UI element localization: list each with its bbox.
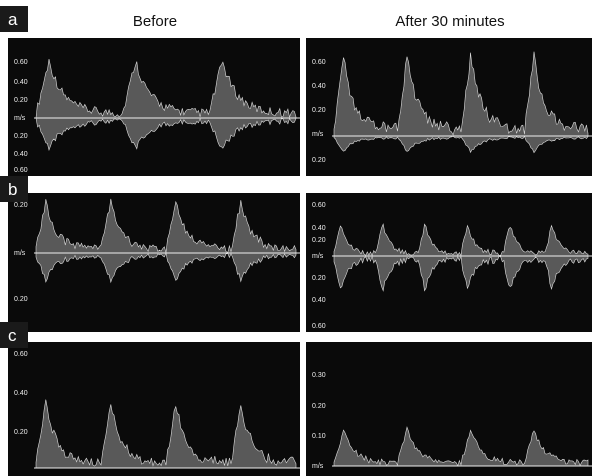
axis-label: 0.60: [14, 59, 28, 66]
panel-label: a: [8, 10, 18, 29]
axis-label: 0.20: [14, 133, 28, 140]
panel-label-box: [0, 322, 28, 348]
axis-label: 0.20: [312, 275, 326, 282]
axis-label: 0.10: [312, 433, 326, 440]
panel-label: b: [8, 180, 17, 199]
doppler-waveform: [333, 426, 589, 467]
axis-label: 0.20: [312, 403, 326, 410]
axis-label: m/s: [14, 250, 26, 257]
column-header: Before: [133, 13, 177, 30]
axis-label: 0.20: [14, 429, 28, 436]
axis-label: 0.40: [14, 390, 28, 397]
axis-label: 0.60: [14, 351, 28, 358]
panel-label: c: [8, 326, 17, 345]
axis-label: 0.20: [312, 107, 326, 114]
axis-label: 0.20: [14, 296, 28, 303]
axis-label: 0.40: [312, 83, 326, 90]
axis-label: m/s: [312, 131, 324, 138]
axis-label: 0.60: [14, 167, 28, 174]
axis-label: 0.60: [312, 323, 326, 330]
axis-label: m/s: [14, 115, 26, 122]
axis-label: 0.40: [312, 225, 326, 232]
axis-label: 0.40: [14, 151, 28, 158]
axis-label: 0.40: [312, 297, 326, 304]
axis-label: 0.20: [14, 97, 28, 104]
panel-label-box: [0, 6, 28, 32]
axis-label: 0.20: [312, 157, 326, 164]
axis-label: m/s: [312, 463, 324, 470]
axis-label: 0.20: [312, 237, 326, 244]
axis-label: m/s: [312, 253, 324, 260]
axis-label: 0.60: [312, 59, 326, 66]
column-header: After 30 minutes: [395, 13, 504, 30]
panel-label-box: [0, 176, 28, 202]
axis-label: 0.20: [14, 202, 28, 209]
axis-label: 0.60: [312, 202, 326, 209]
axis-label: 0.40: [14, 79, 28, 86]
axis-label: 0.30: [312, 372, 326, 379]
doppler-waveform: [35, 399, 297, 469]
